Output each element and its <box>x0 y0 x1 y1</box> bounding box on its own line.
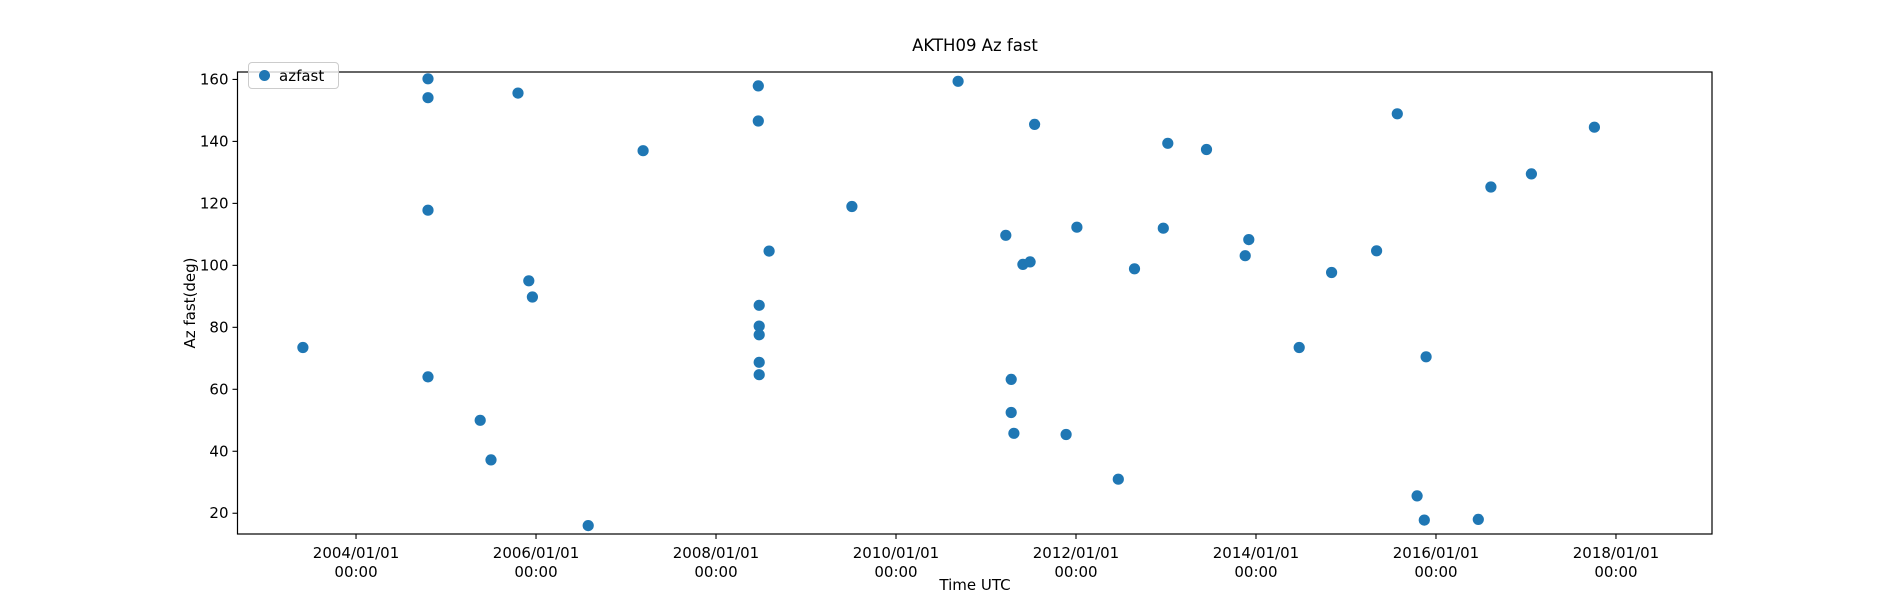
data-point <box>1162 137 1174 149</box>
data-point <box>846 200 858 213</box>
data-point <box>753 356 765 368</box>
data-point <box>1243 234 1255 246</box>
data-point <box>763 245 775 257</box>
x-tick-label: 2016/01/01 <box>1393 544 1479 562</box>
data-point <box>1293 341 1305 354</box>
data-point <box>485 454 497 466</box>
y-tick-label: 20 <box>209 504 228 522</box>
x-tick-sublabel: 00:00 <box>334 563 377 581</box>
legend: azfast <box>248 62 340 89</box>
data-point <box>1029 118 1041 130</box>
x-tick-label: 2018/01/01 <box>1573 544 1659 562</box>
data-point <box>752 80 764 92</box>
data-point <box>1005 373 1017 385</box>
data-point <box>1112 473 1124 485</box>
x-tick-sublabel: 00:00 <box>694 563 737 581</box>
data-point <box>1008 427 1020 439</box>
x-tick-label: 2012/01/01 <box>1033 544 1119 562</box>
data-point <box>1391 108 1403 120</box>
data-point <box>1239 250 1251 262</box>
data-point <box>1420 351 1432 363</box>
x-axis-label: Time UTC <box>939 576 1011 594</box>
x-tick-label: 2010/01/01 <box>853 544 939 562</box>
axes-frame <box>236 71 1713 535</box>
x-tick-sublabel: 00:00 <box>874 563 917 581</box>
data-point <box>1371 245 1383 257</box>
data-point <box>753 320 765 332</box>
data-point <box>526 291 539 303</box>
data-point <box>1200 143 1213 156</box>
y-tick-label: 80 <box>209 318 228 336</box>
y-tick-label: 100 <box>200 256 229 274</box>
y-tick-label: 40 <box>209 442 228 460</box>
data-point <box>422 92 434 104</box>
data-point <box>422 204 434 216</box>
y-tick-label: 120 <box>200 194 229 212</box>
data-point <box>637 145 649 157</box>
data-point <box>1024 256 1036 268</box>
data-point <box>1157 222 1169 234</box>
data-point <box>1326 266 1338 279</box>
data-point <box>512 87 524 99</box>
data-point <box>1411 490 1423 502</box>
y-tick-label: 160 <box>200 70 229 88</box>
data-point <box>1060 428 1072 441</box>
data-point <box>1418 514 1430 526</box>
x-tick-label: 2004/01/01 <box>313 544 399 562</box>
x-tick-label: 2014/01/01 <box>1213 544 1299 562</box>
data-point <box>297 341 309 354</box>
data-point <box>752 115 764 127</box>
data-point <box>422 371 434 383</box>
y-tick-label: 60 <box>209 380 228 398</box>
data-point <box>1000 229 1012 241</box>
data-point <box>1128 263 1141 275</box>
data-point <box>1005 406 1017 419</box>
data-point <box>582 520 594 532</box>
data-point <box>422 73 434 85</box>
data-point <box>1588 121 1600 133</box>
y-axis-label: Az fast(deg) <box>181 257 199 349</box>
chart-title: AKTH09 Az fast <box>912 36 1038 55</box>
x-tick-sublabel: 00:00 <box>514 563 557 581</box>
data-point <box>753 369 765 381</box>
data-point <box>474 414 486 426</box>
data-point <box>753 299 765 311</box>
x-tick-sublabel: 00:00 <box>1234 563 1277 581</box>
y-tick-label: 140 <box>200 132 229 150</box>
data-point <box>523 275 535 287</box>
x-tick-label: 2008/01/01 <box>673 544 759 562</box>
data-point <box>753 329 765 341</box>
data-point <box>1071 221 1083 233</box>
data-point <box>1525 168 1537 180</box>
x-tick-sublabel: 00:00 <box>1414 563 1457 581</box>
data-point <box>1472 513 1484 526</box>
x-tick-label: 2006/01/01 <box>493 544 579 562</box>
data-point <box>952 75 964 87</box>
x-tick-sublabel: 00:00 <box>1054 563 1097 581</box>
data-point <box>1485 181 1497 193</box>
x-tick-sublabel: 00:00 <box>1594 563 1637 581</box>
legend-marker-icon <box>259 70 270 81</box>
legend-label: azfast <box>279 66 325 85</box>
